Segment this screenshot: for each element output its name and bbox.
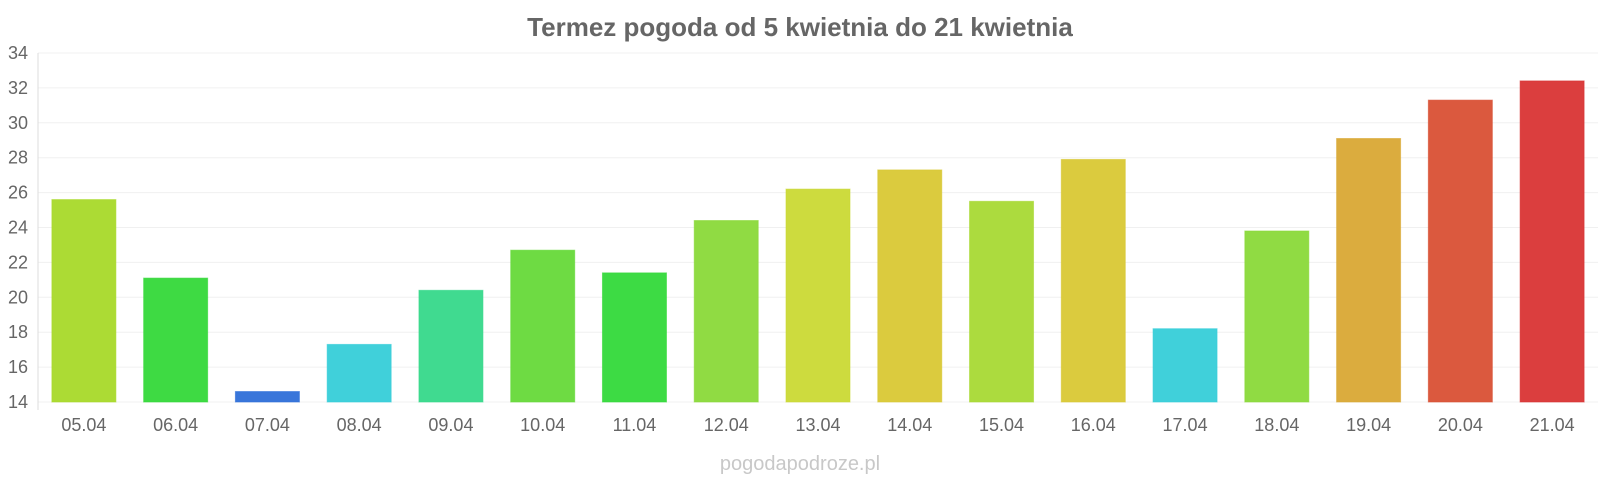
bar-16.04 xyxy=(1060,158,1126,403)
x-tick-label: 16.04 xyxy=(1071,415,1116,435)
bar-06.04 xyxy=(143,277,209,403)
bar-17.04 xyxy=(1152,328,1218,403)
x-tick-label: 15.04 xyxy=(979,415,1024,435)
x-tick-label: 08.04 xyxy=(337,415,382,435)
y-tick-label: 30 xyxy=(8,113,28,133)
x-tick-label: 18.04 xyxy=(1254,415,1299,435)
bar-18.04 xyxy=(1244,230,1310,403)
watermark: pogodapodroze.pl xyxy=(720,453,880,475)
x-tick-label: 19.04 xyxy=(1346,415,1391,435)
y-tick-label: 14 xyxy=(8,392,28,412)
bar-05.04 xyxy=(51,199,117,403)
chart-title: Termez pogoda od 5 kwietnia do 21 kwietn… xyxy=(527,12,1073,42)
y-axis: 14 16 18 20 22 24 26 28 30 32 34 xyxy=(8,43,39,412)
bar-09.04 xyxy=(418,289,484,403)
y-tick-label: 32 xyxy=(8,78,28,98)
x-tick-label: 20.04 xyxy=(1438,415,1483,435)
x-tick-label: 21.04 xyxy=(1530,415,1575,435)
bar-10.04 xyxy=(510,249,576,403)
bar-15.04 xyxy=(969,200,1035,403)
bar-13.04 xyxy=(785,188,851,403)
y-tick-label: 26 xyxy=(8,183,28,203)
x-tick-label: 05.04 xyxy=(61,415,106,435)
bar-21.04 xyxy=(1519,80,1585,403)
x-tick-label: 11.04 xyxy=(613,415,657,435)
x-tick-label: 09.04 xyxy=(428,415,473,435)
x-tick-label: 13.04 xyxy=(795,415,840,435)
y-tick-label: 28 xyxy=(8,148,28,168)
y-tick-label: 18 xyxy=(8,322,28,342)
bars xyxy=(51,80,1585,403)
y-tick-label: 22 xyxy=(8,252,28,272)
bar-11.04 xyxy=(601,272,667,403)
y-tick-label: 24 xyxy=(8,218,28,238)
bar-12.04 xyxy=(693,220,759,403)
x-tick-label: 17.04 xyxy=(1163,415,1208,435)
bar-20.04 xyxy=(1427,99,1493,403)
bar-19.04 xyxy=(1336,138,1402,403)
x-tick-label: 07.04 xyxy=(245,415,290,435)
y-tick-label: 34 xyxy=(8,43,28,63)
x-tick-label: 12.04 xyxy=(704,415,749,435)
bar-14.04 xyxy=(877,169,943,403)
y-tick-label: 20 xyxy=(8,287,28,307)
y-tick-label: 16 xyxy=(8,357,28,377)
x-axis: 05.04 06.04 07.04 08.04 09.04 10.04 11.04 12.04… xyxy=(61,415,1574,435)
x-tick-label: 14.04 xyxy=(887,415,932,435)
bar-08.04 xyxy=(326,343,392,403)
bar-07.04 xyxy=(234,391,300,403)
x-tick-label: 10.04 xyxy=(520,415,565,435)
x-tick-label: 06.04 xyxy=(153,415,198,435)
